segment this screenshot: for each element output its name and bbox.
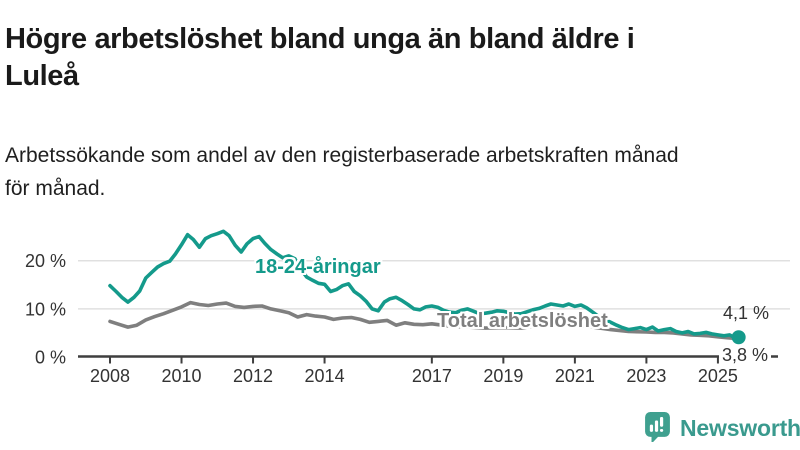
y-axis-tick-label: 20 %: [25, 251, 66, 271]
chart-subtitle-line-2: för månad.: [5, 177, 106, 200]
x-axis-tick-label: 2021: [555, 366, 595, 386]
newsworthy-logo[interactable]: Newsworthy: [645, 412, 800, 443]
end-value-label-youth: 4,1 %: [722, 303, 769, 323]
series-line: [108, 229, 741, 341]
newsworthy-bar-chart-bubble-icon: [645, 412, 670, 443]
end-value-label-total: 3,8 %: [718, 345, 771, 366]
x-axis-tick-label: 2019: [483, 366, 523, 386]
x-axis-tick-label: 2010: [161, 366, 201, 386]
x-axis-tick-label: 2023: [626, 366, 666, 386]
chart-subtitle: Arbetssökande som andel av den registerb…: [5, 139, 679, 205]
chart-title: Högre arbetslöshet bland unga än bland ä…: [5, 21, 635, 95]
chart-subtitle-line-1: Arbetssökande som andel av den registerb…: [5, 144, 679, 167]
newsworthy-logo-text: Newsworthy: [680, 414, 800, 441]
series-line: [108, 300, 741, 341]
y-axis-tick-label: 10 %: [25, 299, 66, 319]
x-axis-tick-label: 2017: [412, 366, 452, 386]
series-label-youth: 18-24-åringar: [255, 256, 381, 278]
x-axis-tick-label: 2014: [305, 366, 345, 386]
chart-title-line-1: Högre arbetslöshet bland unga än bland ä…: [5, 23, 635, 56]
series-label-total: Total arbetslöshet: [437, 310, 608, 332]
chart-title-line-2: Luleå: [5, 60, 79, 93]
x-axis-tick-label: 2025: [698, 366, 738, 386]
x-axis-tick-label: 2012: [233, 366, 273, 386]
x-axis-tick-label: 2008: [90, 366, 130, 386]
series-end-dot: [731, 330, 746, 345]
y-axis-tick-label: 0 %: [35, 348, 66, 368]
